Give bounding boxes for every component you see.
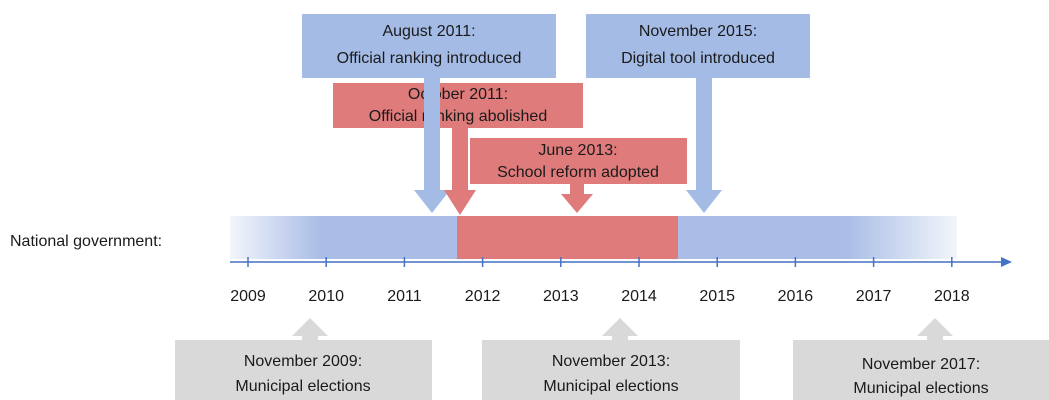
event-arrow [561, 184, 593, 213]
year-label: 2015 [699, 288, 735, 305]
axis-arrow [1001, 257, 1012, 267]
period-red [457, 216, 678, 259]
event-text: Official ranking abolished [369, 108, 547, 125]
event-box [333, 83, 583, 128]
election-text: Municipal elections [543, 378, 678, 395]
year-label: 2010 [308, 288, 344, 305]
year-label: 2011 [387, 288, 422, 305]
event-date: June 2013: [538, 142, 617, 159]
election-date: November 2009: [244, 353, 362, 370]
year-label: 2018 [934, 288, 970, 305]
event-date: October 2011: [408, 86, 508, 103]
event-date: November 2015: [639, 23, 757, 40]
election-text: Municipal elections [235, 378, 370, 395]
year-label: 2014 [621, 288, 657, 305]
year-label: 2009 [230, 288, 266, 305]
event-arrow [444, 128, 476, 215]
year-label: 2012 [465, 288, 501, 305]
election-date: November 2013: [552, 353, 670, 370]
year-label: 2013 [543, 288, 579, 305]
election-arrow [602, 318, 638, 340]
period-blue [230, 216, 457, 259]
election-box [793, 340, 1049, 400]
event-box [302, 14, 556, 78]
event-arrow [686, 78, 722, 213]
election-date: November 2017: [862, 356, 980, 373]
year-label: 2016 [778, 288, 814, 305]
election-arrow [292, 318, 328, 340]
event-box [586, 14, 810, 78]
event-date: August 2011: [382, 23, 475, 40]
election-text: Municipal elections [853, 380, 988, 397]
event-text: Official ranking introduced [337, 50, 522, 67]
election-arrow [917, 318, 953, 340]
event-arrow [414, 78, 450, 213]
election-box [482, 340, 740, 400]
event-text: School reform adopted [497, 164, 659, 181]
row-label: National government: [10, 233, 162, 250]
election-box [175, 340, 432, 400]
event-text: Digital tool introduced [621, 50, 775, 67]
event-box [470, 138, 687, 184]
period-blue [678, 216, 957, 259]
year-label: 2017 [856, 288, 892, 305]
